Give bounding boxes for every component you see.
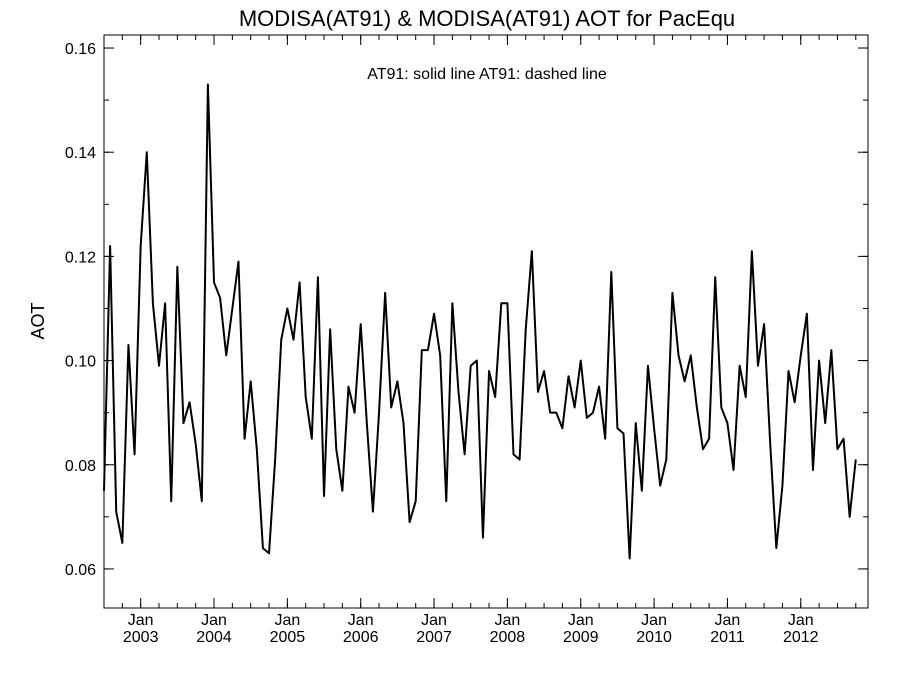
x-tick-year-label: 2010 [636,629,672,646]
series-group [103,83,857,560]
x-tick-month-label: Jan [641,612,667,629]
y-axis-ticks: 0.06 0.08 0.10 0.12 0.14 0.16 [65,41,868,579]
x-tick-month-label: Jan [715,612,741,629]
x-axis-minor-ticks [103,35,857,608]
x-axis-ticks: Jan2003Jan2004Jan2005Jan2006Jan2007Jan20… [123,35,819,646]
y-tick-label: 0.06 [65,562,96,579]
x-tick-year-label: 2008 [490,629,526,646]
x-tick-month-label: Jan [568,612,594,629]
y-tick-label: 0.14 [65,145,96,162]
legend-text: AT91: solid line AT91: dashed line [367,66,607,83]
x-tick-year-label: 2006 [343,629,379,646]
chart-title: MODISA(AT91) & MODISA(AT91) AOT for PacE… [239,6,735,31]
x-tick-month-label: Jan [348,612,374,629]
y-tick-label: 0.12 [65,249,96,266]
x-tick-year-label: 2004 [196,629,232,646]
y-axis-label: AOT [28,302,48,339]
x-tick-year-label: 2009 [563,629,599,646]
x-tick-month-label: Jan [788,612,814,629]
y-tick-label: 0.10 [65,354,96,371]
x-tick-year-label: 2005 [270,629,306,646]
x-tick-year-label: 2003 [123,629,159,646]
y-tick-label: 0.16 [65,41,96,58]
x-tick-month-label: Jan [128,612,154,629]
x-tick-month-label: Jan [421,612,447,629]
plot-frame [103,34,869,609]
x-tick-year-label: 2007 [416,629,452,646]
x-tick-month-label: Jan [201,612,227,629]
x-tick-year-label: 2011 [710,629,745,646]
x-tick-year-label: 2012 [783,629,819,646]
y-tick-label: 0.08 [65,458,96,475]
series-line-solid [103,83,857,560]
x-tick-month-label: Jan [494,612,520,629]
x-tick-month-label: Jan [274,612,300,629]
